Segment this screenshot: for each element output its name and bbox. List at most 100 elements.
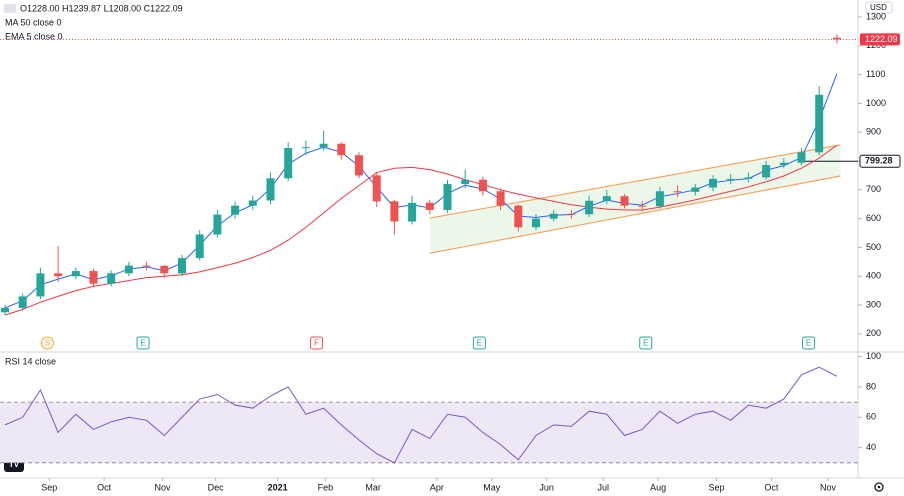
x-tick-label: 2021 (268, 482, 288, 492)
collapse-icon[interactable] (4, 4, 16, 13)
candle-body (815, 94, 824, 153)
candle-body (266, 178, 275, 201)
candle-body (673, 191, 682, 193)
candle-body (1, 307, 9, 313)
candle-body (124, 265, 133, 274)
candle-body (443, 184, 452, 210)
event-label: F (314, 339, 319, 348)
event-label: E (806, 339, 811, 348)
candle-body (762, 165, 771, 178)
x-tick-label: Jun (539, 482, 554, 492)
y-tick-label: 1300 (866, 11, 886, 21)
channel-line (429, 144, 841, 219)
candle-body (691, 187, 700, 192)
candle-body (337, 143, 346, 156)
y-tick-label: 60 (866, 412, 876, 422)
candle-body (107, 273, 116, 284)
candle-body (36, 273, 45, 297)
event-marker (136, 336, 150, 350)
event-marker (802, 336, 816, 350)
candle-body (655, 191, 664, 207)
candle-body (54, 273, 63, 277)
y-tick-label: 1000 (866, 98, 886, 108)
candle-body (620, 196, 629, 206)
candle-body (301, 147, 310, 149)
currency: USD (870, 3, 887, 12)
candle-body (372, 175, 381, 202)
candle-body (213, 214, 222, 235)
event-marker (310, 336, 324, 350)
event-marker (40, 336, 54, 350)
candle-body (585, 200, 594, 215)
candle-body (602, 196, 611, 201)
legend-ema: EMA 5 close 0 (5, 31, 63, 41)
candle-body (832, 37, 841, 40)
settings-icon[interactable] (874, 482, 884, 492)
candle-body (319, 143, 328, 148)
candle-body (726, 178, 735, 180)
x-tick-label: Sep (41, 482, 57, 492)
y-tick-label: 400 (866, 271, 881, 281)
x-tick-label: Feb (318, 482, 334, 492)
event-marker (639, 336, 653, 350)
y-tick-label: 700 (866, 184, 881, 194)
candle-body (248, 200, 257, 206)
candle-body (160, 265, 169, 274)
candle-body (231, 205, 240, 215)
x-tick-label: Nov (820, 482, 837, 492)
y-tick-label: 100 (866, 351, 881, 361)
event-label: E (140, 339, 145, 348)
x-tick-label: Nov (155, 482, 172, 492)
candle-body (567, 213, 576, 215)
channel-line (429, 175, 841, 254)
svg-text:TV: TV (9, 460, 20, 469)
event-label: S (45, 339, 50, 348)
candle-body (89, 271, 98, 284)
hline-label: 799.28 (865, 156, 893, 166)
y-tick-label: 80 (866, 381, 876, 391)
ohlc-legend: O1228.00 H1239.87 L1208.00 C1222.09 (20, 3, 183, 13)
series-line (4, 144, 838, 316)
last-price-label: 1222.09 (865, 34, 898, 44)
candle-body (408, 202, 417, 222)
event-marker (472, 336, 486, 350)
candle-body (514, 205, 523, 228)
candle-body (532, 218, 540, 228)
candle-body (284, 148, 293, 179)
candle-body (797, 152, 806, 163)
event-label: E (643, 339, 648, 348)
candle-body (709, 178, 717, 188)
rsi-band (0, 402, 858, 463)
candle-body (142, 265, 151, 267)
candle-body (18, 296, 27, 308)
hline-tag (859, 154, 901, 168)
candle-body (779, 162, 788, 166)
y-tick-label: 200 (866, 328, 881, 338)
x-tick-label: Dec (208, 482, 225, 492)
y-tick-label: 1100 (866, 69, 885, 79)
candle-body (425, 202, 434, 210)
candle-body (478, 179, 487, 192)
candle-body (744, 177, 753, 179)
y-tick-label: 900 (866, 127, 881, 137)
candle-body (496, 191, 505, 206)
currency-box[interactable] (865, 1, 893, 14)
y-tick-label: 40 (866, 442, 876, 452)
last-price-tag (860, 33, 900, 46)
candle-body (355, 155, 363, 176)
x-tick-label: Oct (97, 482, 112, 492)
x-tick-label: Oct (764, 482, 779, 492)
candle-body (638, 205, 647, 207)
candle-body (461, 179, 470, 185)
x-tick-label: May (483, 482, 501, 492)
candle-body (178, 258, 186, 274)
legend-rsi: RSI 14 close (5, 356, 56, 366)
x-tick-label: Jul (598, 482, 610, 492)
legend-ma: MA 50 close 0 (5, 17, 62, 27)
series-line (4, 366, 838, 464)
candle-body (549, 213, 558, 219)
candle-body (390, 201, 399, 222)
x-tick-label: Apr (430, 482, 444, 492)
candle-body (195, 234, 204, 259)
